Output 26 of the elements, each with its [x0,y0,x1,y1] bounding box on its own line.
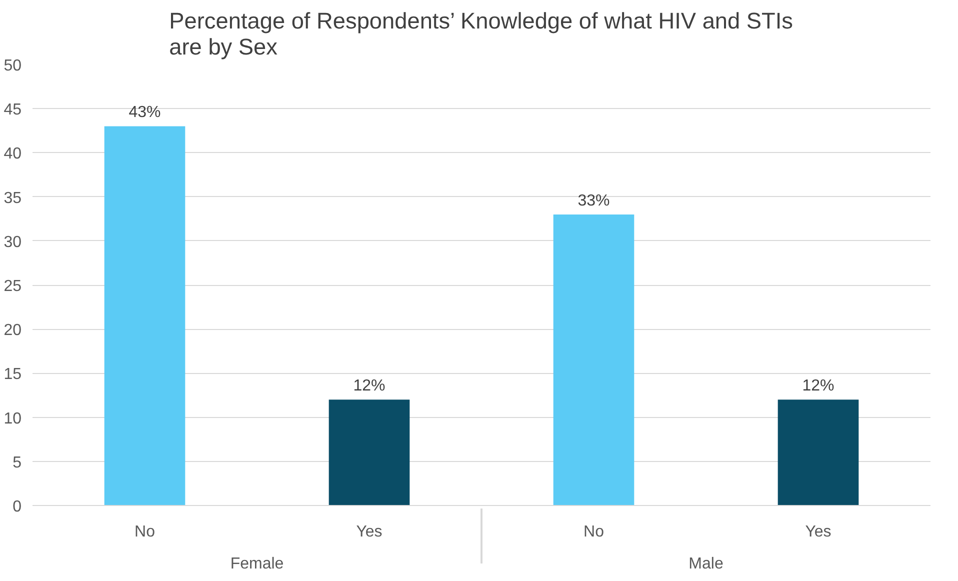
data-label: 12% [802,378,834,395]
data-label: 43% [128,104,161,122]
x-tick-label: Yes [356,524,382,540]
y-tick-label: 25 [4,278,22,295]
data-label: 33% [578,192,610,210]
bar [104,126,186,506]
bar [553,214,634,506]
text: Female [230,556,284,572]
x-tick-label: No [134,524,156,540]
y-tick-label: 5 [12,454,22,472]
text: Male [688,556,724,572]
x-tick-label: Yes [805,524,832,540]
data-label: 12% [353,378,386,395]
bar [328,400,410,506]
y-tick-label: 40 [4,146,22,163]
bar [778,400,859,506]
x-tick-label: No [584,524,604,540]
y-tick-label: 35 [4,190,22,207]
y-tick-label: 0 [12,498,22,516]
y-tick-label: 15 [4,366,22,384]
y-tick-label: 20 [4,322,22,340]
chart-title: Percentage of Respondents’ Knowledge of what HIV and STIs are by Sex [169,8,793,60]
y-tick-label: 50 [4,58,22,74]
y-tick-label: 45 [4,102,22,119]
y-tick-label: 30 [4,234,22,251]
y-tick-label: 10 [4,410,22,428]
